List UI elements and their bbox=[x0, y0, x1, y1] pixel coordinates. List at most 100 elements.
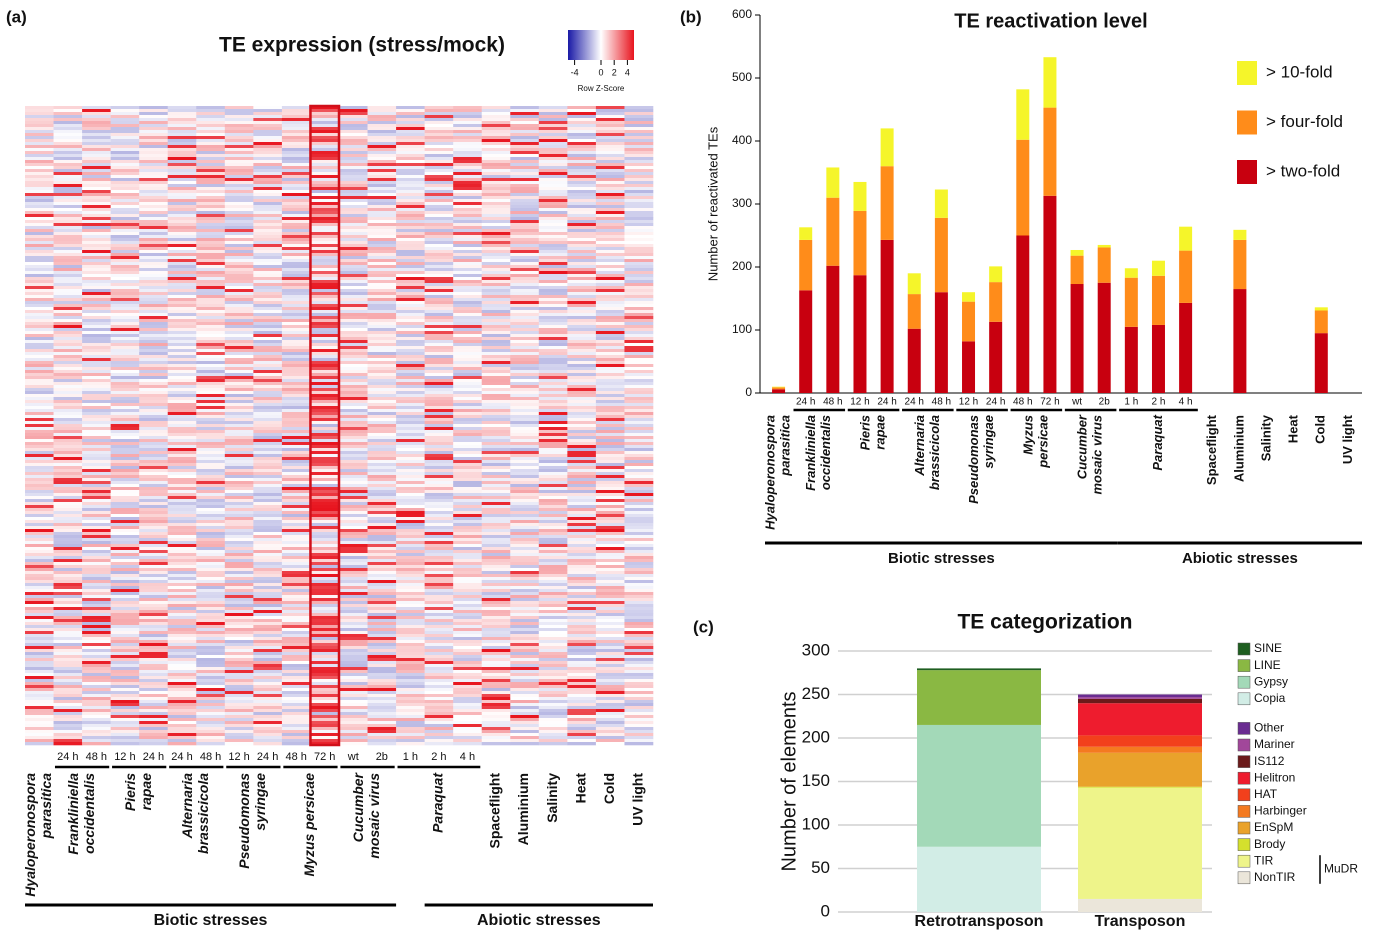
heatmap-cell bbox=[424, 487, 454, 491]
heatmap-cell bbox=[538, 415, 568, 419]
heatmap-cell bbox=[481, 301, 511, 305]
heatmap-cell bbox=[624, 400, 654, 404]
heatmap-cell bbox=[53, 601, 83, 605]
heatmap-cell bbox=[196, 256, 226, 260]
heatmap-cell bbox=[595, 415, 625, 419]
heatmap-cell bbox=[110, 586, 140, 590]
heatmap-cell bbox=[53, 442, 83, 446]
heatmap-cell bbox=[310, 271, 340, 275]
heatmap-cell bbox=[53, 730, 83, 734]
heatmap-cell bbox=[510, 694, 540, 698]
heatmap-cell bbox=[567, 655, 597, 659]
heatmap-cell bbox=[424, 322, 454, 326]
heatmap-cell bbox=[139, 148, 169, 152]
heatmap-cell bbox=[281, 286, 311, 290]
heatmap-cell bbox=[453, 661, 483, 665]
heatmap-cell bbox=[481, 400, 511, 404]
heatmap-cell bbox=[53, 574, 83, 578]
bar-segment bbox=[1016, 139, 1030, 236]
heatmap-cell bbox=[624, 136, 654, 140]
heatmap-cell bbox=[538, 556, 568, 560]
heatmap-cell bbox=[167, 580, 197, 584]
heatmap-cell bbox=[339, 730, 368, 734]
heatmap-cell bbox=[453, 457, 483, 461]
heatmap-cell bbox=[510, 712, 540, 716]
heatmap-cell bbox=[110, 280, 140, 284]
heatmap-cell bbox=[110, 208, 140, 212]
heatmap-cell bbox=[82, 466, 111, 470]
heatmap-cell bbox=[567, 682, 597, 686]
heatmap-cell bbox=[595, 346, 625, 350]
heatmap-cell bbox=[253, 241, 283, 245]
heatmap-cell bbox=[424, 655, 454, 659]
heatmap-cell bbox=[139, 616, 169, 620]
heatmap-cell bbox=[538, 670, 568, 674]
heatmap-cell bbox=[310, 316, 340, 320]
heatmap-cell bbox=[310, 295, 340, 299]
heatmap-cell bbox=[167, 262, 197, 266]
heatmap-cell bbox=[538, 694, 568, 698]
heatmap-cell bbox=[624, 583, 654, 587]
heatmap-cell bbox=[281, 637, 311, 641]
heatmap-cell bbox=[424, 448, 454, 452]
heatmap-cell bbox=[82, 154, 111, 158]
heatmap-cell bbox=[253, 661, 283, 665]
heatmap-cell bbox=[453, 274, 483, 278]
heatmap-cell bbox=[110, 274, 140, 278]
heatmap-cell bbox=[53, 310, 83, 314]
heatmap-cell bbox=[510, 721, 540, 725]
heatmap-cell bbox=[453, 454, 483, 458]
heatmap-cell bbox=[424, 136, 454, 140]
heatmap-cell bbox=[253, 214, 283, 218]
heatmap-cell bbox=[224, 112, 254, 116]
heatmap-cell bbox=[396, 283, 425, 287]
heatmap-cell bbox=[196, 346, 226, 350]
heatmap-cell bbox=[53, 280, 83, 284]
heatmap-cell bbox=[253, 598, 283, 602]
heatmap-cell bbox=[453, 349, 483, 353]
heatmap-cell bbox=[253, 298, 283, 302]
heatmap-cell bbox=[310, 637, 340, 641]
heatmap-cell bbox=[167, 451, 197, 455]
heatmap-cell bbox=[538, 148, 568, 152]
heatmap-cell bbox=[224, 682, 254, 686]
bar-segment bbox=[1097, 247, 1111, 283]
heatmap-cell bbox=[453, 622, 483, 626]
heatmap-cell bbox=[538, 130, 568, 134]
heatmap-cell bbox=[110, 595, 140, 599]
heatmap-cell bbox=[453, 559, 483, 563]
heatmap-cell bbox=[453, 133, 483, 137]
heatmap-cell bbox=[25, 286, 54, 290]
heatmap-cell bbox=[310, 484, 340, 488]
heatmap-cell bbox=[167, 646, 197, 650]
heatmap-cell bbox=[25, 130, 54, 134]
heatmap-cell bbox=[424, 295, 454, 299]
heatmap-cell bbox=[624, 220, 654, 224]
heatmap-cell bbox=[339, 403, 368, 407]
heatmap-cell bbox=[567, 439, 597, 443]
heatmap-cell bbox=[481, 646, 511, 650]
heatmap-cell bbox=[396, 682, 425, 686]
heatmap-cell bbox=[224, 535, 254, 539]
x-tick-label: 48 h bbox=[86, 751, 107, 763]
heatmap-cell bbox=[310, 712, 340, 716]
heatmap-cell bbox=[510, 547, 540, 551]
heatmap-cell bbox=[139, 202, 169, 206]
heatmap-cell bbox=[253, 712, 283, 716]
heatmap-cell bbox=[224, 739, 254, 743]
heatmap-cell bbox=[281, 655, 311, 659]
heatmap-cell bbox=[510, 400, 540, 404]
heatmap-cell bbox=[310, 205, 340, 209]
heatmap-cell bbox=[310, 475, 340, 479]
heatmap-cell bbox=[281, 124, 311, 128]
heatmap-cell bbox=[339, 739, 368, 743]
heatmap-cell bbox=[110, 496, 140, 500]
heatmap-cell bbox=[196, 292, 226, 296]
heatmap-cell bbox=[367, 211, 397, 215]
heatmap-cell bbox=[281, 625, 311, 629]
heatmap-cell bbox=[139, 559, 169, 563]
heatmap-cell bbox=[53, 298, 83, 302]
heatmap-cell bbox=[453, 619, 483, 623]
heatmap-cell bbox=[196, 670, 226, 674]
heatmap-cell bbox=[53, 556, 83, 560]
